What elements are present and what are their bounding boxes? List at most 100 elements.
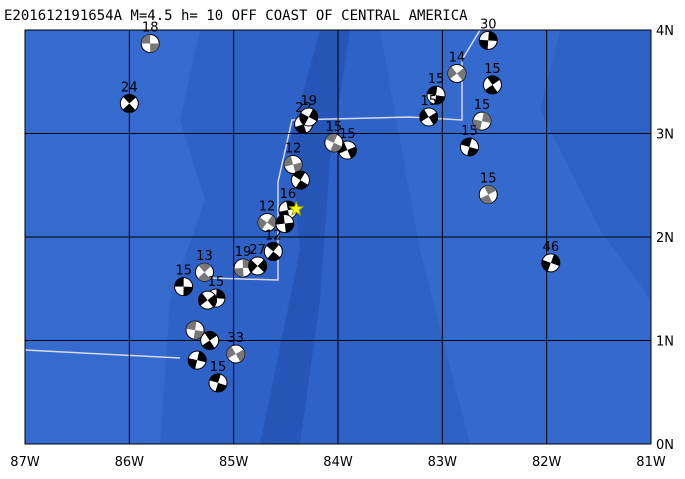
ball-quadrant: [174, 277, 193, 296]
boundary: [24, 349, 181, 359]
beachball: [174, 277, 194, 297]
depth-label: 16: [280, 187, 297, 202]
beachball: [459, 137, 479, 157]
ball-quadrant: [480, 185, 497, 204]
beachball: [198, 290, 218, 310]
ball-quadrant: [234, 259, 253, 278]
ball-quadrant: [325, 133, 343, 152]
depth-label: 12: [265, 228, 282, 243]
ball-quadrant: [479, 31, 498, 50]
beachball: [233, 258, 253, 278]
beachball: [541, 253, 561, 273]
x-tick-label: 81W: [636, 455, 666, 470]
beachball: [426, 85, 446, 105]
ball-quadrant: [338, 141, 357, 159]
ball-quadrant: [258, 215, 277, 230]
x-tick-label: 82W: [532, 455, 562, 470]
ball-quadrant: [209, 373, 227, 392]
depth-label: 15: [208, 275, 225, 290]
beachball: [140, 33, 160, 53]
depth-label: 15: [480, 172, 497, 187]
depth-label: 19: [301, 94, 318, 109]
beachball: [187, 350, 207, 370]
y-tick-label: 1N: [656, 335, 674, 350]
beachball: [478, 185, 498, 205]
depth-label: 33: [227, 331, 244, 346]
depth-label: 30: [480, 17, 497, 32]
ball-quadrant: [472, 112, 491, 130]
depth-label: 46: [543, 240, 560, 255]
beachball: [478, 30, 498, 50]
depth-label: 15: [428, 72, 445, 87]
epicenter: [288, 200, 305, 216]
depth-label: 24: [121, 80, 138, 95]
x-tick-label: 86W: [115, 455, 145, 470]
beachball: [472, 111, 492, 131]
frame: [24, 29, 652, 445]
events: 1824301415151515151546151522191216121219…: [119, 17, 561, 393]
beachball: [482, 75, 502, 95]
x-tick-label: 85W: [219, 455, 249, 470]
depth-label: 15: [326, 120, 343, 135]
ball-quadrant: [460, 137, 479, 156]
depth-label: 15: [484, 62, 501, 77]
beachball: [257, 213, 277, 233]
beachball: [194, 262, 214, 282]
depth-label: 19: [235, 245, 252, 260]
ball-quadrant: [284, 155, 303, 174]
beachball: [290, 170, 310, 190]
x-tick-label: 87W: [10, 455, 40, 470]
beachball: [324, 133, 344, 153]
ball-quadrant: [188, 351, 207, 369]
y-tick-label: 2N: [656, 231, 674, 246]
depth-label: 15: [210, 360, 227, 375]
ball-quadrant: [248, 259, 267, 273]
y-tick-label: 0N: [656, 438, 674, 453]
depth-label: 15: [461, 124, 478, 139]
depth-label: 13: [196, 249, 213, 264]
depth-label: 15: [420, 94, 437, 109]
beachball: [275, 214, 295, 234]
depth-label: 15: [474, 98, 491, 113]
ball-quadrant: [141, 34, 160, 53]
depth-label: 15: [339, 127, 356, 142]
beachball: [419, 107, 439, 127]
ball-quadrant: [485, 75, 500, 94]
ball-quadrant: [226, 346, 245, 362]
beachball: [248, 256, 268, 276]
ball-quadrant: [202, 331, 218, 350]
ball-quadrant: [541, 254, 560, 272]
beachball: [119, 93, 139, 113]
ball-quadrant: [275, 214, 294, 233]
ball-quadrant: [419, 109, 438, 125]
title: E201612191654A M=4.5 h= 10 OFF COAST OF …: [4, 8, 468, 24]
ball-quadrant: [122, 94, 136, 113]
ball-quadrant: [447, 66, 466, 81]
beachball: [185, 320, 205, 340]
depth-label: 15: [175, 264, 192, 279]
ball-quadrant: [198, 293, 217, 308]
depth-label: 18: [142, 20, 159, 35]
ball-quadrant: [427, 86, 445, 105]
ball-quadrant: [197, 263, 212, 282]
depth-label: 12: [285, 142, 302, 157]
ball-quadrant: [266, 242, 281, 261]
x-tick-label: 84W: [323, 455, 353, 470]
x-tick-label: 83W: [428, 455, 458, 470]
beachball: [299, 107, 319, 127]
y-tick-label: 3N: [656, 128, 674, 143]
ball-quadrant: [299, 108, 318, 125]
depth-label: 12: [259, 200, 276, 215]
y-tick-label: 4N: [656, 24, 674, 39]
beachball: [283, 155, 303, 175]
beachball: [200, 331, 220, 350]
ball-quadrant: [186, 321, 204, 340]
ball-quadrant: [292, 171, 309, 190]
beachball: [447, 63, 467, 83]
beachball: [263, 241, 283, 261]
beachball: [226, 344, 246, 364]
beachball: [208, 373, 228, 393]
depth-label: 27: [249, 243, 266, 258]
